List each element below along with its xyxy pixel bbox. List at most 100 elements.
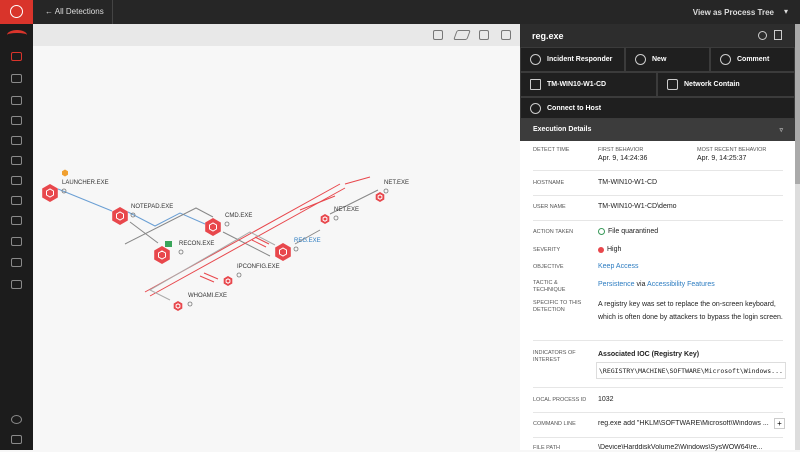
nav-icon[interactable] <box>11 96 22 105</box>
action-button[interactable]: Connect to Host <box>520 97 795 119</box>
nav-icon[interactable] <box>11 280 22 289</box>
scrollbar[interactable] <box>795 24 800 450</box>
node-badge <box>178 249 184 255</box>
ioc-value: \REGISTRY\MACHINE\SOFTWARE\Microsoft\Win… <box>596 362 786 379</box>
node-label[interactable]: NOTEPAD.EXE <box>131 204 173 210</box>
status-icon <box>598 228 605 235</box>
section-header[interactable]: Execution Details ▿ <box>520 119 795 141</box>
tool-icon[interactable] <box>433 30 443 40</box>
nav-icon[interactable] <box>11 237 22 246</box>
recon-flag <box>165 241 172 247</box>
field-value: TM-WIN10-W1-CD <box>598 179 658 186</box>
node-badge <box>187 301 193 307</box>
nav-icon[interactable] <box>11 74 22 83</box>
edge <box>57 188 113 212</box>
node-label[interactable]: NET.EXE <box>334 207 359 213</box>
field-label: USER NAME <box>533 204 566 210</box>
tool-icon[interactable] <box>479 30 489 40</box>
action-label[interactable]: Connect to Host <box>547 105 602 112</box>
back-link[interactable]: ← All Detections <box>45 7 104 16</box>
action-button[interactable]: TM-WIN10-W1-CD <box>520 72 657 97</box>
zoom-icon[interactable] <box>758 31 767 40</box>
process-node <box>375 192 385 202</box>
field-label: ACTION TAKEN <box>533 229 574 235</box>
field-label: OBJECTIVE <box>533 264 564 270</box>
action-label[interactable]: TM-WIN10-W1-CD <box>547 81 607 88</box>
node-badge <box>333 215 339 221</box>
node-label[interactable]: WHOAMI.EXE <box>188 293 227 299</box>
edge <box>199 236 270 283</box>
action-label[interactable]: New <box>652 56 667 63</box>
nav-icon[interactable] <box>11 258 22 267</box>
view-toggle[interactable]: View as Process Tree <box>692 8 774 17</box>
divider <box>533 340 783 341</box>
node-icon <box>322 216 328 222</box>
field-value: File quarantined <box>608 228 659 235</box>
node-label[interactable]: RECON.EXE <box>179 241 214 247</box>
caret[interactable]: ▾ <box>783 7 788 16</box>
action-button[interactable]: New <box>625 47 710 72</box>
nav-icon[interactable] <box>11 116 22 125</box>
copy-icon[interactable] <box>774 30 782 40</box>
process-node <box>173 301 183 311</box>
tactic-link[interactable]: Persistence <box>598 281 635 288</box>
nav-icon[interactable] <box>11 156 22 165</box>
field-label: COMMAND LINE <box>533 421 576 427</box>
panel-title: reg.exe <box>532 31 564 41</box>
action-button[interactable]: Network Contain <box>657 72 795 97</box>
expand-button[interactable]: + <box>774 418 785 429</box>
logout-icon[interactable] <box>11 435 22 444</box>
node-badge <box>293 246 299 252</box>
section-title[interactable]: Execution Details <box>533 126 592 133</box>
process-node <box>223 276 233 286</box>
nav-icon[interactable] <box>11 136 22 145</box>
technique-link[interactable]: Accessibility Features <box>647 281 715 288</box>
field-label: TACTIC & TECHNIQUE <box>533 280 566 293</box>
joiner-text: via <box>636 281 646 288</box>
nav-icon[interactable] <box>11 52 22 61</box>
process-graph: LAUNCHER.EXE NOTEPAD.EXE CMD.EXE RECON.EXE I… <box>42 169 409 311</box>
field-value: 1032 <box>598 396 614 403</box>
node-label[interactable]: NET.EXE <box>384 180 409 186</box>
back-area <box>33 0 113 24</box>
logo[interactable] <box>0 0 33 24</box>
nav-icon[interactable] <box>11 196 22 205</box>
edge <box>148 231 276 301</box>
node-label[interactable]: REG.EXE <box>294 238 321 244</box>
nav-icon[interactable] <box>11 216 22 225</box>
edge <box>299 176 371 211</box>
node-icon <box>175 303 181 309</box>
sidebar <box>0 0 33 450</box>
node-label[interactable]: CMD.EXE <box>225 213 252 219</box>
graph-toolbar <box>33 24 520 46</box>
tool-icon[interactable] <box>501 30 511 40</box>
node-label[interactable]: LAUNCHER.EXE <box>62 180 109 186</box>
detail-panel: reg.exe Incident Responder New Comment T… <box>520 24 800 451</box>
action-label[interactable]: Network Contain <box>684 81 740 88</box>
field-label: SEVERITY <box>533 247 561 253</box>
node-badge <box>224 221 230 227</box>
edge <box>294 189 379 245</box>
action-label[interactable]: Incident Responder <box>547 56 613 63</box>
user-icon[interactable] <box>11 415 22 424</box>
back-text[interactable]: All Detections <box>54 7 104 16</box>
action-button[interactable]: Incident Responder <box>520 47 625 72</box>
severity-dot <box>598 247 604 253</box>
field-value: Apr. 9, 14:25:37 <box>697 155 747 162</box>
action-button[interactable]: Comment <box>710 47 795 72</box>
divider <box>533 412 783 413</box>
node-icon <box>46 188 54 198</box>
process-node <box>320 214 330 224</box>
node-label[interactable]: IPCONFIG.EXE <box>237 264 280 270</box>
launcher-flag <box>62 169 68 177</box>
field-link[interactable]: Keep Access <box>598 263 639 270</box>
field-label: SPECIFIC TO THIS DETECTION <box>533 300 582 313</box>
divider <box>533 387 783 388</box>
field-value: TM-WIN10-W1-CD\demo <box>598 203 677 210</box>
node-badge <box>61 188 67 194</box>
field-value: Apr. 9, 14:24:36 <box>598 155 648 162</box>
action-label[interactable]: Comment <box>737 56 770 63</box>
divider <box>533 437 783 438</box>
edge <box>124 207 214 245</box>
nav-icon[interactable] <box>11 176 22 185</box>
